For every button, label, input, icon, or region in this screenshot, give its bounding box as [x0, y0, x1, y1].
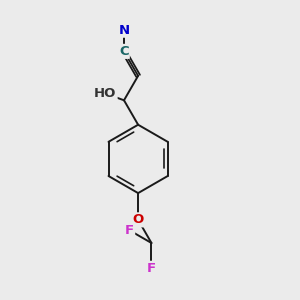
- Text: N: N: [118, 24, 130, 37]
- Text: F: F: [125, 224, 134, 237]
- Text: F: F: [147, 262, 156, 275]
- Text: HO: HO: [94, 87, 117, 100]
- Text: O: O: [133, 213, 144, 226]
- Text: C: C: [119, 45, 129, 58]
